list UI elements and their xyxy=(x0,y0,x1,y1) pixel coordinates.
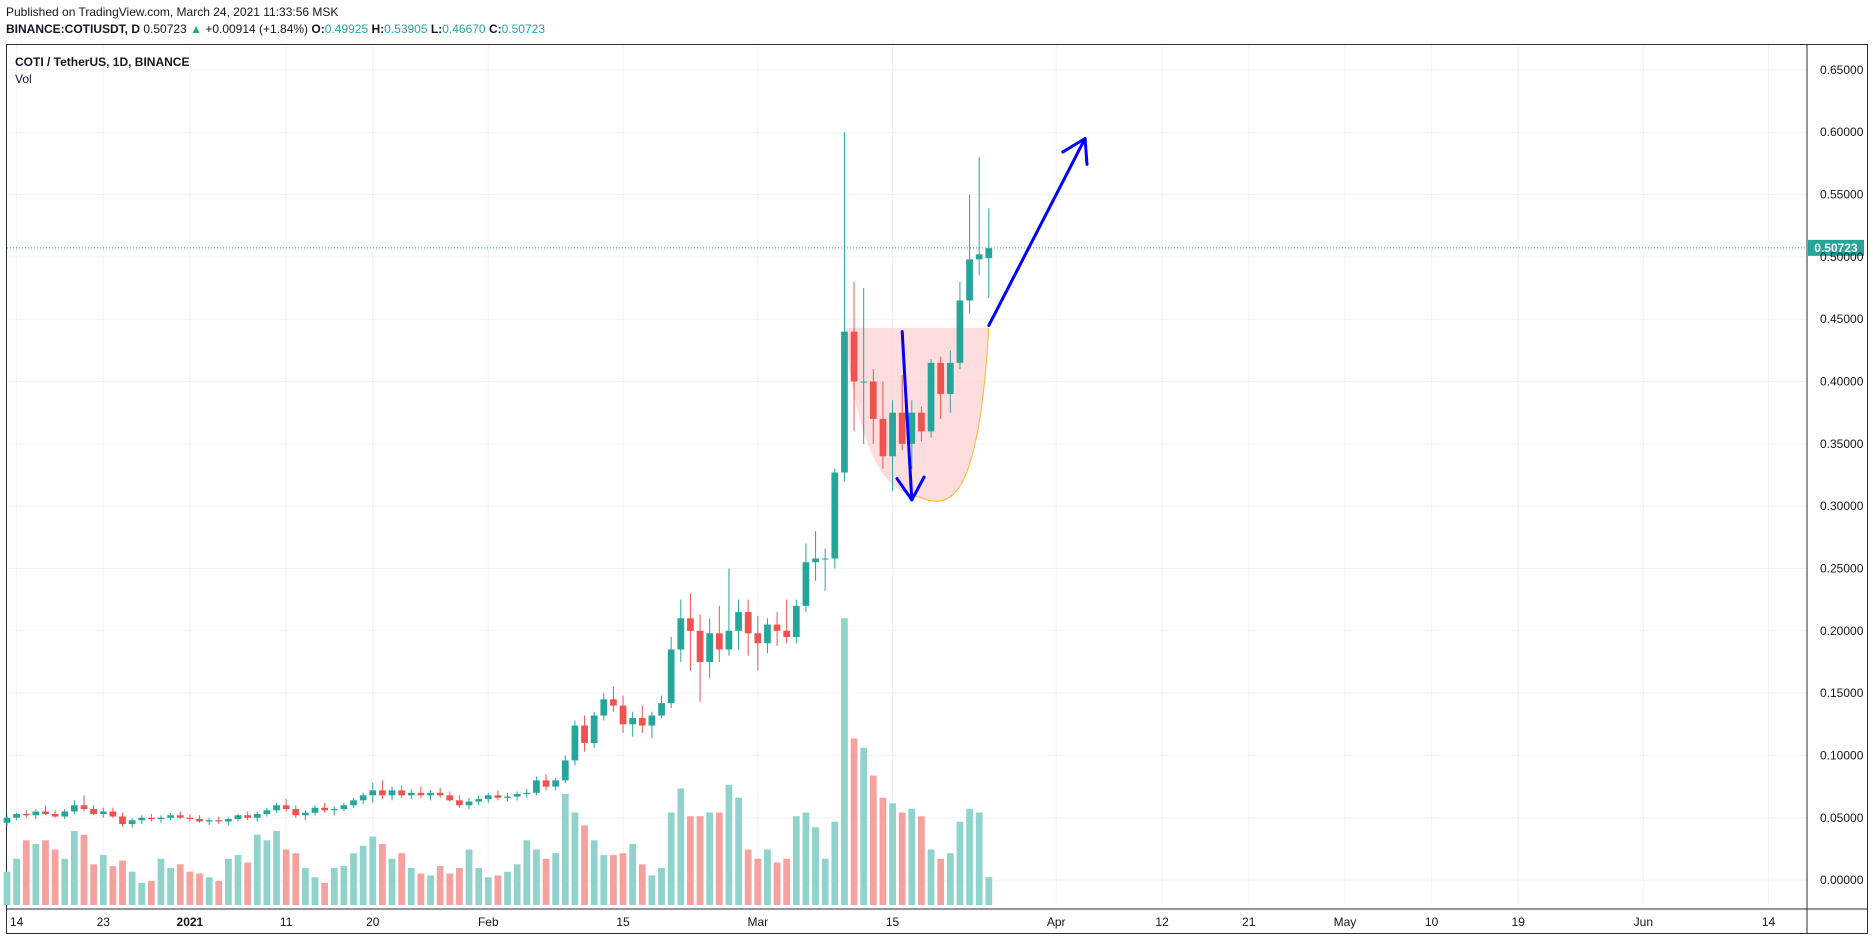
change-arrow-icon: ▲ xyxy=(190,22,202,36)
change-value: +0.00914 (+1.84%) xyxy=(205,22,309,36)
symbol-label: BINANCE:COTIUSDT, D xyxy=(6,22,140,36)
last-price: 0.50723 xyxy=(143,22,187,36)
open-label: O: xyxy=(311,22,325,36)
ohlc-line: BINANCE:COTIUSDT, D 0.50723 ▲ +0.00914 (… xyxy=(6,21,545,38)
legend-title[interactable]: COTI / TetherUS, 1D, BINANCE xyxy=(15,55,190,69)
chart-header: Published on TradingView.com, March 24, … xyxy=(6,4,545,38)
close-value: 0.50723 xyxy=(501,22,546,36)
high-value: 0.53905 xyxy=(384,22,428,36)
low-label: L: xyxy=(430,22,443,36)
low-value: 0.46670 xyxy=(442,22,486,36)
high-label: H: xyxy=(371,22,385,36)
published-line: Published on TradingView.com, March 24, … xyxy=(6,5,339,19)
close-label: C: xyxy=(488,22,502,36)
chart-frame[interactable] xyxy=(6,44,1868,934)
open-value: 0.49925 xyxy=(324,22,369,36)
legend-volume[interactable]: Vol xyxy=(15,72,32,86)
chart-legend: COTI / TetherUS, 1D, BINANCE Vol xyxy=(15,54,189,88)
